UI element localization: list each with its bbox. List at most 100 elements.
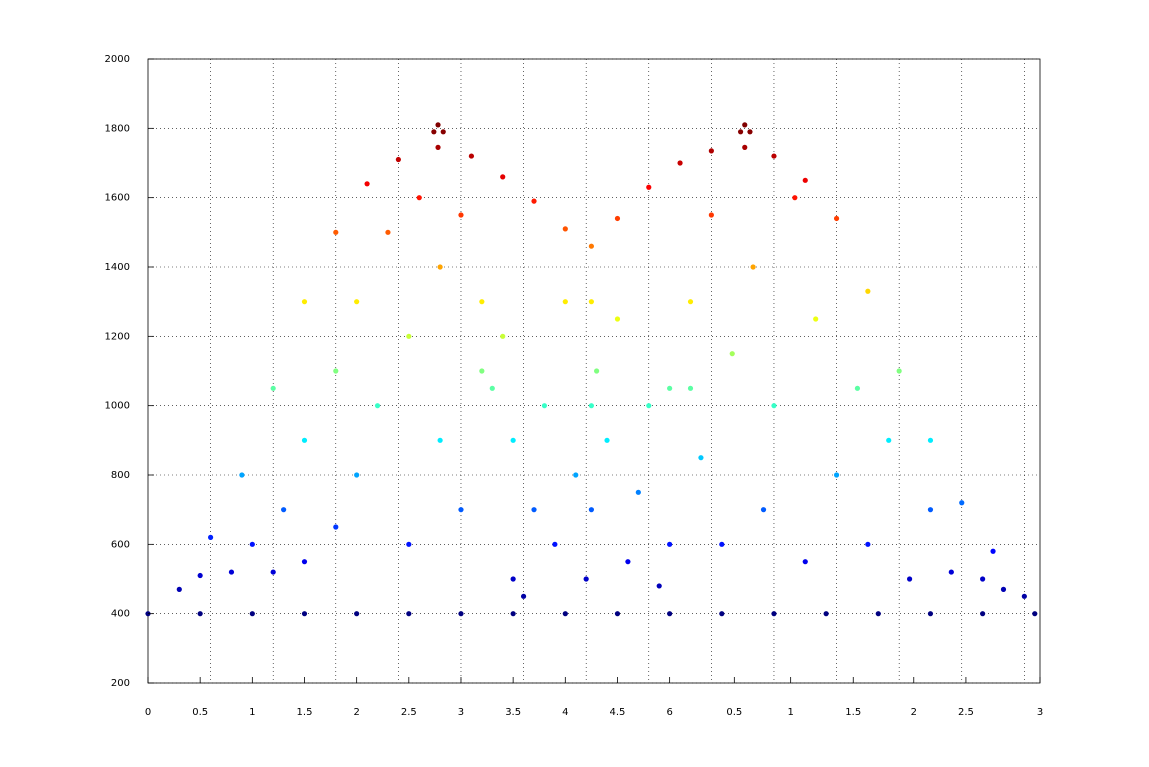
point (301, 611, 308, 617)
point (737, 129, 744, 135)
point (510, 611, 516, 617)
point (980, 576, 986, 582)
point (646, 403, 652, 409)
point (301, 559, 308, 565)
y-tick-label: 1800 (105, 123, 130, 134)
point (886, 437, 892, 443)
x-tick-label: 0 (145, 707, 151, 718)
point (906, 576, 913, 582)
point (249, 611, 255, 617)
point (435, 144, 441, 150)
point (802, 559, 808, 565)
point (228, 569, 235, 575)
point (896, 368, 902, 374)
point (458, 212, 464, 218)
x-tick-label: 2.5 (401, 707, 417, 718)
point (562, 226, 568, 232)
point (875, 611, 881, 617)
point (865, 288, 871, 294)
point (406, 333, 412, 339)
y-tick-label: 1600 (105, 193, 130, 204)
point (458, 507, 464, 513)
point (760, 507, 767, 513)
point (541, 403, 548, 409)
point (583, 576, 589, 582)
x-tick-label: 3 (1037, 707, 1043, 718)
point (802, 177, 808, 183)
point (333, 368, 339, 374)
x-tick-label: 4 (562, 707, 568, 718)
point (948, 569, 954, 575)
point (980, 611, 986, 617)
point (489, 385, 495, 391)
point (520, 593, 527, 599)
point (833, 215, 840, 222)
point (416, 195, 422, 201)
point (354, 611, 360, 617)
point (614, 316, 621, 322)
x-tick-label: 1 (249, 707, 255, 718)
x-tick-label: 2 (353, 707, 359, 718)
point (301, 299, 308, 305)
y-tick-label: 1000 (105, 401, 130, 412)
point (614, 611, 621, 617)
point (270, 569, 276, 575)
point (687, 299, 694, 305)
x-tick-label: 0.5 (726, 707, 742, 718)
point (239, 472, 245, 478)
point (562, 299, 568, 305)
point (385, 229, 391, 235)
point (588, 299, 594, 305)
point (531, 198, 537, 204)
y-tick-label: 1400 (105, 262, 130, 273)
x-tick-label: 0.5 (192, 707, 208, 718)
point (677, 160, 683, 166)
point (374, 403, 381, 409)
point (197, 572, 203, 579)
point (667, 385, 673, 391)
point (510, 437, 516, 443)
point (364, 181, 370, 187)
x-tick-label: 2.5 (958, 707, 974, 718)
point (1000, 586, 1007, 593)
point (479, 368, 485, 374)
point (354, 472, 360, 478)
point (588, 403, 594, 409)
point (270, 385, 276, 391)
point (771, 403, 777, 409)
point (747, 129, 753, 135)
point (468, 153, 475, 159)
point (562, 611, 568, 617)
point (1032, 611, 1038, 617)
point (249, 541, 255, 547)
point (927, 611, 934, 617)
point (435, 122, 441, 128)
point (479, 299, 485, 305)
x-tick-label: 3.5 (505, 707, 521, 718)
point (431, 129, 437, 135)
point (510, 576, 516, 582)
point (990, 548, 996, 554)
point (635, 489, 641, 495)
y-tick-label: 2000 (105, 54, 130, 65)
point (573, 472, 579, 478)
point (656, 583, 662, 589)
point (531, 507, 537, 513)
point (771, 611, 777, 617)
point (440, 129, 446, 135)
x-tick-label: 1.5 (845, 707, 861, 718)
point (813, 316, 819, 322)
point (458, 611, 464, 617)
point (614, 215, 621, 222)
plot-area (147, 58, 1041, 684)
point (750, 264, 756, 270)
point (708, 212, 714, 218)
point (552, 541, 558, 547)
x-tick-label: 1.5 (297, 707, 313, 718)
point (687, 385, 694, 391)
point (625, 559, 631, 565)
point (708, 148, 714, 154)
points (145, 122, 1038, 617)
